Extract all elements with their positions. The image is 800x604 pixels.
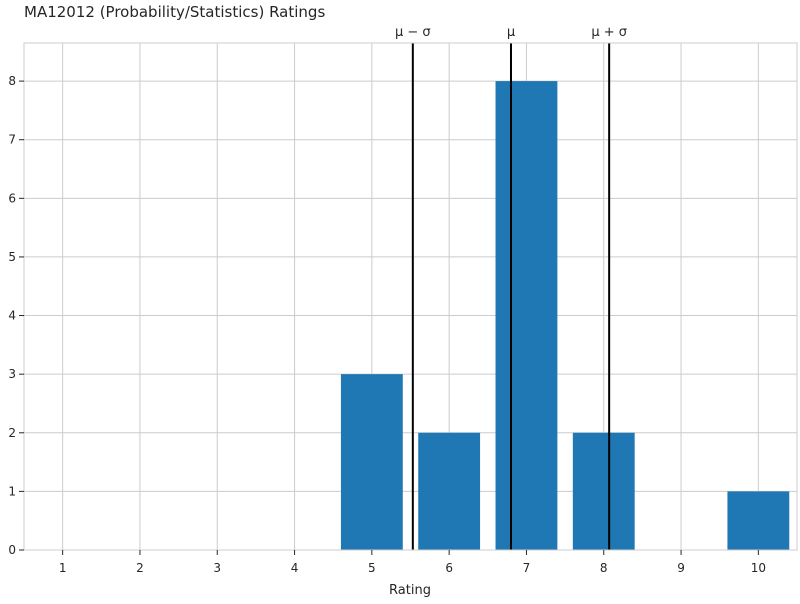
y-tick-label: 6 [8,191,16,205]
x-tick-label: 9 [677,561,685,575]
y-ticks: 0 1 2 3 4 5 6 7 8 [8,74,24,557]
y-tick-label: 7 [8,133,16,147]
reference-line-label: μ − σ [395,25,431,40]
x-axis-label: Rating [389,583,431,598]
x-tick-label: 1 [59,561,67,575]
y-tick-label: 4 [8,309,16,323]
y-tick-label: 2 [8,426,16,440]
bar-rating-10 [727,491,790,550]
bar-rating-6 [418,432,481,550]
x-ticks: 1 2 3 4 5 6 7 8 9 10 [59,550,766,575]
bars [340,81,790,550]
reference-line-label: μ [507,25,515,40]
x-tick-label: 10 [751,561,766,575]
reference-lines: μ − σ μ μ + σ [395,25,627,550]
bar-rating-5 [340,374,403,550]
x-tick-label: 3 [213,561,221,575]
grid [24,43,797,551]
y-tick-label: 1 [8,484,16,498]
x-tick-label: 8 [600,561,608,575]
plot-frame [23,42,798,551]
x-tick-label: 5 [368,561,376,575]
y-tick-label: 3 [8,367,16,381]
reference-line-label: μ + σ [591,25,627,40]
x-tick-label: 4 [291,561,299,575]
x-tick-label: 7 [523,561,531,575]
bar-rating-7 [495,81,558,550]
chart-title: MA12012 (Probability/Statistics) Ratings [24,3,325,21]
y-tick-label: 8 [8,74,16,88]
x-tick-label: 2 [136,561,144,575]
x-tick-label: 6 [445,561,453,575]
y-tick-label: 5 [8,250,16,264]
y-tick-label: 0 [8,543,16,557]
bar-rating-8 [572,432,635,550]
